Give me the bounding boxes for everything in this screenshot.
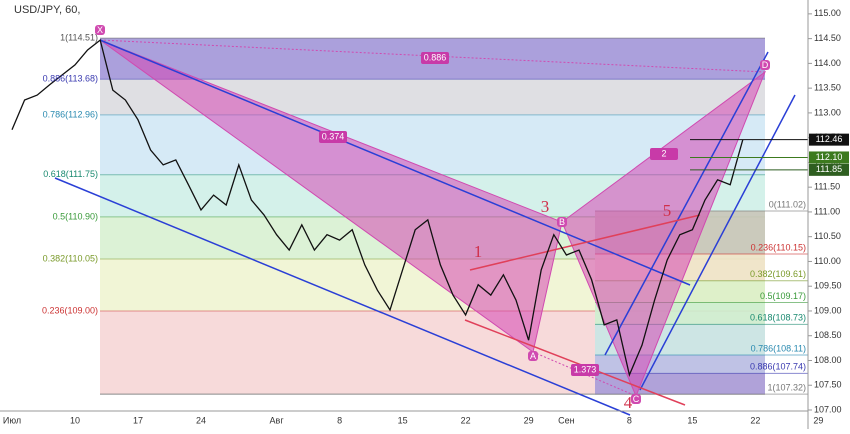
x-tick-label: 10 [70,415,80,425]
channel-line [99,39,691,286]
x-tick-label: Июл [3,415,21,425]
fib-label: 0.382(110.05) [43,253,98,263]
y-tick-label: 110.00 [814,256,841,266]
pattern-point-box [631,394,641,404]
y-tick-label: 114.00 [814,58,841,68]
y-tick-label: 107.50 [814,380,842,390]
price-tag [809,163,849,176]
ratio-box [319,131,347,143]
pattern-point: D [762,60,769,70]
wave-line [464,319,686,406]
x-tick-label: Сен [558,415,575,425]
y-tick-label: 110.50 [814,231,841,241]
x-tick-label: 15 [398,415,408,425]
x-tick-label: Авг [270,415,285,425]
x-tick-label: 8 [627,415,632,425]
x-tick-label: 29 [813,415,823,425]
ratio-label: 0.374 [322,131,345,141]
wave-label: 4 [624,393,633,412]
channel-line [639,94,796,391]
y-tick-label: 108.00 [814,355,842,365]
ratio-label: 0.886 [424,52,447,62]
ratio-box [571,364,599,376]
y-tick-label: 114.50 [814,33,841,43]
x-tick-label: 29 [524,415,534,425]
price-tag [809,133,849,146]
y-tick-label: 113.50 [814,83,841,93]
fib-label: 0.618(108.73) [750,313,806,323]
wave-label: 1 [474,242,483,261]
price-tag-label: 112.10 [816,152,843,162]
price-line [11,38,744,377]
fib-label: 0.5(110.90) [53,211,98,221]
pattern-point: X [97,25,103,35]
pattern-point-box [528,351,538,361]
fib-label: 0.886(113.68) [43,74,98,84]
ratio-box [650,148,678,160]
channel-line [54,177,631,416]
y-tick-label: 108.50 [814,330,842,340]
pattern-point: C [633,394,640,404]
pattern-point-box [760,60,770,70]
pattern-point: A [530,351,536,361]
ratio-box [421,52,449,64]
fib-label: 0.382(109.61) [750,269,806,279]
wave-line [469,214,701,271]
ratio-label: 2 [661,148,666,158]
y-tick-label: 111.00 [814,206,840,216]
fib-label: 1(107.32) [767,383,806,393]
y-tick-label: 107.00 [814,404,842,414]
labels: 1(114.51) 0.886(113.68) 0.786(112.96) 0.618… [3,8,849,425]
grid [808,13,812,411]
channels [54,39,796,416]
price-tag [809,151,849,164]
y-tick-label: 109.50 [814,281,842,291]
wave-label: 3 [541,197,550,216]
y-tick-label: 111.50 [814,182,840,192]
price-tag-label: 112.46 [816,134,843,144]
pattern-point-box [557,217,567,227]
y-tick-label: 109.00 [814,305,842,315]
x-tick-label: 22 [461,415,471,425]
x-tick-label: 8 [337,415,342,425]
fib-label: 0.5(109.17) [760,291,806,301]
channel-line [604,51,769,356]
fib-label: 0.618(111.75) [43,169,98,179]
wave-label: 5 [663,201,672,220]
fib-label: 0.786(112.96) [43,109,98,119]
price [11,38,744,377]
y-tick-label: 115.00 [814,8,841,18]
x-tick-label: 24 [196,415,206,425]
fib-label: 0.886(107.74) [750,362,806,372]
fib-label: 0.236(110.15) [751,242,806,252]
chart-title: USD/JPY, 60, [14,4,80,16]
pattern-point-box [95,25,105,35]
fib-band [595,373,765,395]
price-tag-label: 111.85 [816,164,842,174]
fib-label: 0(111.02) [769,199,806,209]
x-tick-label: 17 [133,415,143,425]
fib-label: 0.236(109.00) [42,305,98,315]
fib-label: 1(114.51) [60,33,98,43]
pattern-point: B [559,217,565,227]
x-tick-label: 15 [687,415,697,425]
x-tick-label: 22 [750,415,760,425]
y-tick-label: 113.00 [814,107,841,117]
fib-label: 0.786(108.11) [751,343,806,353]
ratio-label: 1.373 [574,364,597,374]
